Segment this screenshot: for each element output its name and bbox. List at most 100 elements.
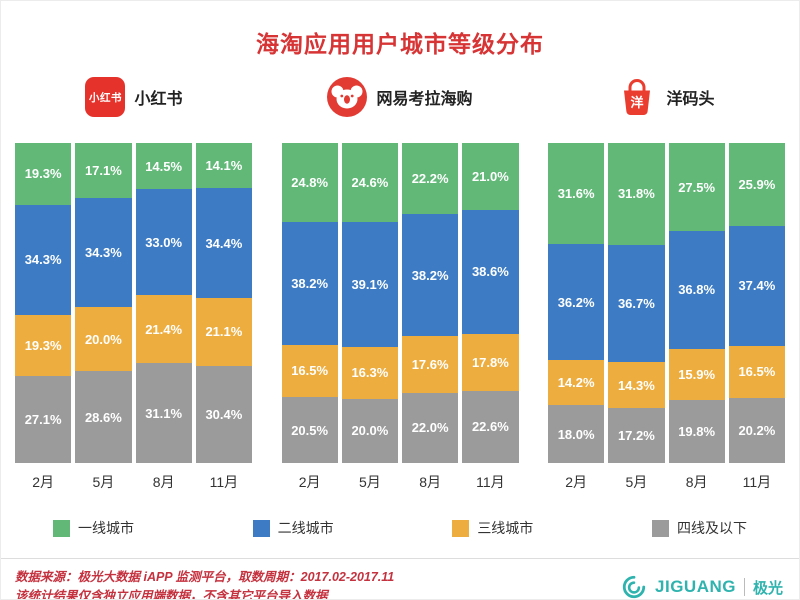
bar-segment: 17.8%: [462, 333, 519, 391]
legend-item: 一线城市: [53, 518, 134, 538]
legend-item: 四线及以下: [651, 518, 747, 538]
bar-segment: 21.1%: [195, 298, 252, 366]
bar-segment: 19.3%: [15, 143, 72, 205]
bar-segment: 38.2%: [402, 214, 459, 337]
stacked-bar-5月: 31.8% 36.7% 14.3% 17.2%: [608, 143, 665, 463]
bar-segment: 22.2%: [402, 143, 459, 215]
bar-segment: 31.1%: [135, 363, 192, 463]
stacked-bar-2月: 19.3% 34.3% 19.3% 27.1%: [15, 143, 72, 463]
footer: 数据来源：极光大数据 iAPP 监测平台，取数周期：2017.02-2017.1…: [1, 559, 799, 600]
stacked-bar-2月: 24.8% 38.2% 16.5% 20.5%: [281, 143, 338, 463]
stacked-bar-8月: 14.5% 33.0% 21.4% 31.1%: [135, 143, 192, 463]
legend-label: 三线城市: [477, 520, 534, 536]
footer-notes: 数据来源：极光大数据 iAPP 监测平台，取数周期：2017.02-2017.1…: [15, 568, 395, 600]
bar-segment: 27.5%: [668, 143, 725, 231]
legend-label: 二线城市: [277, 520, 334, 536]
bars-kaola: 24.8% 38.2% 16.5% 20.5% 24.6% 39.1% 16.3% 20.0%…: [281, 143, 519, 463]
legend: 一线城市 二线城市 三线城市 四线及以下: [1, 518, 799, 538]
jiguang-logo-text-cn: 极光: [752, 579, 783, 597]
month-label: 11月: [742, 474, 772, 490]
bar-segment: 31.8%: [608, 143, 665, 245]
xiaohongshu-app-icon: 小红书: [85, 77, 126, 117]
month-label: 11月: [476, 474, 505, 490]
bar-segment: 17.6%: [402, 336, 459, 393]
xiaohongshu-icon-text: 小红书: [88, 91, 122, 104]
stacked-bar-11月: 21.0% 38.6% 17.8% 22.6%: [462, 143, 519, 463]
bar-segment: 36.2%: [548, 244, 605, 360]
month-label: 11月: [209, 474, 239, 490]
chart-kaola: 24.8% 38.2% 16.5% 20.5% 24.6% 39.1% 16.3% 20.0%…: [281, 143, 519, 492]
bar-segment: 24.6%: [341, 143, 398, 222]
legend-label: 四线及以下: [676, 520, 747, 536]
page-title: 海淘应用用户城市等级分布: [256, 31, 544, 57]
bar-segment: 20.0%: [341, 398, 398, 463]
app-name-kaola: 网易考拉海购: [376, 91, 473, 108]
app-name-yangmatou: 洋码头: [666, 91, 715, 108]
bar-segment: 19.3%: [15, 314, 72, 377]
bar-segment: 16.5%: [281, 344, 338, 398]
yangmatou-app-icon: 洋: [617, 77, 657, 117]
app-header-kaola: 网易考拉海购: [267, 77, 533, 117]
legend-item: 二线城市: [252, 518, 334, 538]
stacked-bar-2月: 31.6% 36.2% 14.2% 18.0%: [548, 143, 605, 463]
stacked-bar-11月: 25.9% 37.4% 16.5% 20.2%: [728, 143, 785, 463]
bar-segment: 20.2%: [728, 398, 785, 463]
bar-segment: 38.6%: [462, 210, 519, 334]
bar-segment: 14.1%: [195, 143, 252, 189]
legend-swatch: [651, 519, 669, 537]
legend-swatch: [53, 519, 70, 537]
bars-xiaohongshu: 19.3% 34.3% 19.3% 27.1% 17.1% 34.3% 20.0% 28.6%…: [15, 143, 252, 463]
bar-segment: 38.2%: [281, 222, 338, 345]
bar-segment: 34.3%: [75, 197, 132, 308]
data-source-note: 数据来源：极光大数据 iAPP 监测平台，取数周期：2017.02-2017.1…: [15, 570, 395, 584]
chart-xiaohongshu: 19.3% 34.3% 19.3% 27.1% 17.1% 34.3% 20.0% 28.6%…: [15, 143, 252, 492]
app-headers-row: 小红书 小红书 网易考拉海购: [1, 77, 799, 117]
logo-separator: [743, 578, 745, 597]
bar-segment: 17.2%: [608, 407, 665, 463]
bar-segment: 22.6%: [462, 390, 519, 463]
koala-icon: [327, 77, 368, 117]
month-axis-kaola: 2月 5月 8月 11月: [282, 472, 519, 492]
app-header-yangmatou: 洋 洋码头: [533, 77, 799, 117]
bars-yangmatou: 31.6% 36.2% 14.2% 18.0% 31.8% 36.7% 14.3% 17.2%…: [548, 143, 785, 463]
chart-yangmatou: 31.6% 36.2% 14.2% 18.0% 31.8% 36.7% 14.3% 17.2%…: [548, 143, 785, 492]
stacked-bar-11月: 14.1% 34.4% 21.1% 30.4%: [195, 143, 252, 463]
bar-segment: 25.9%: [728, 143, 785, 226]
month-label: 5月: [92, 474, 115, 490]
bar-segment: 37.4%: [728, 225, 785, 346]
bar-segment: 21.0%: [462, 143, 519, 211]
bar-segment: 31.6%: [548, 143, 605, 245]
bar-segment: 36.7%: [608, 244, 665, 363]
bar-segment: 17.1%: [75, 143, 132, 198]
data-scope-note: 该统计结果仅含独立应用端数据，不含其它平台导入数据: [15, 589, 328, 600]
bar-segment: 20.0%: [75, 307, 132, 372]
bar-segment: 33.0%: [135, 189, 192, 295]
bar-segment: 18.0%: [548, 405, 605, 463]
legend-item: 三线城市: [452, 518, 533, 538]
stacked-bar-5月: 17.1% 34.3% 20.0% 28.6%: [75, 143, 132, 463]
bar-segment: 21.4%: [135, 294, 192, 364]
legend-swatch: [452, 519, 470, 537]
stacked-bar-8月: 27.5% 36.8% 15.9% 19.8%: [668, 143, 725, 463]
bar-segment: 14.3%: [608, 362, 665, 408]
jiguang-logo: JIGUANG 极光: [621, 574, 783, 599]
month-label: 2月: [565, 474, 588, 490]
month-label: 2月: [32, 474, 55, 490]
bar-segment: 14.5%: [135, 143, 192, 190]
bar-segment: 22.0%: [402, 392, 459, 463]
charts-row: 19.3% 34.3% 19.3% 27.1% 17.1% 34.3% 20.0% 28.6%…: [1, 143, 799, 492]
jiguang-logo-icon: [622, 576, 646, 599]
bar-segment: 16.3%: [341, 346, 398, 399]
bar-segment: 30.4%: [195, 365, 252, 463]
legend-swatch: [252, 519, 270, 537]
shopping-bag-icon: 洋: [624, 79, 651, 116]
jiguang-logo-text-en: JIGUANG: [655, 577, 736, 597]
month-label: 8月: [685, 474, 708, 490]
bar-segment: 14.2%: [548, 359, 605, 406]
app-name-xiaohongshu: 小红书: [134, 91, 183, 108]
month-axis-yangmatou: 2月 5月 8月 11月: [548, 472, 785, 492]
bar-segment: 24.8%: [281, 143, 338, 223]
footer-divider: [1, 558, 799, 559]
month-label: 5月: [358, 474, 381, 490]
